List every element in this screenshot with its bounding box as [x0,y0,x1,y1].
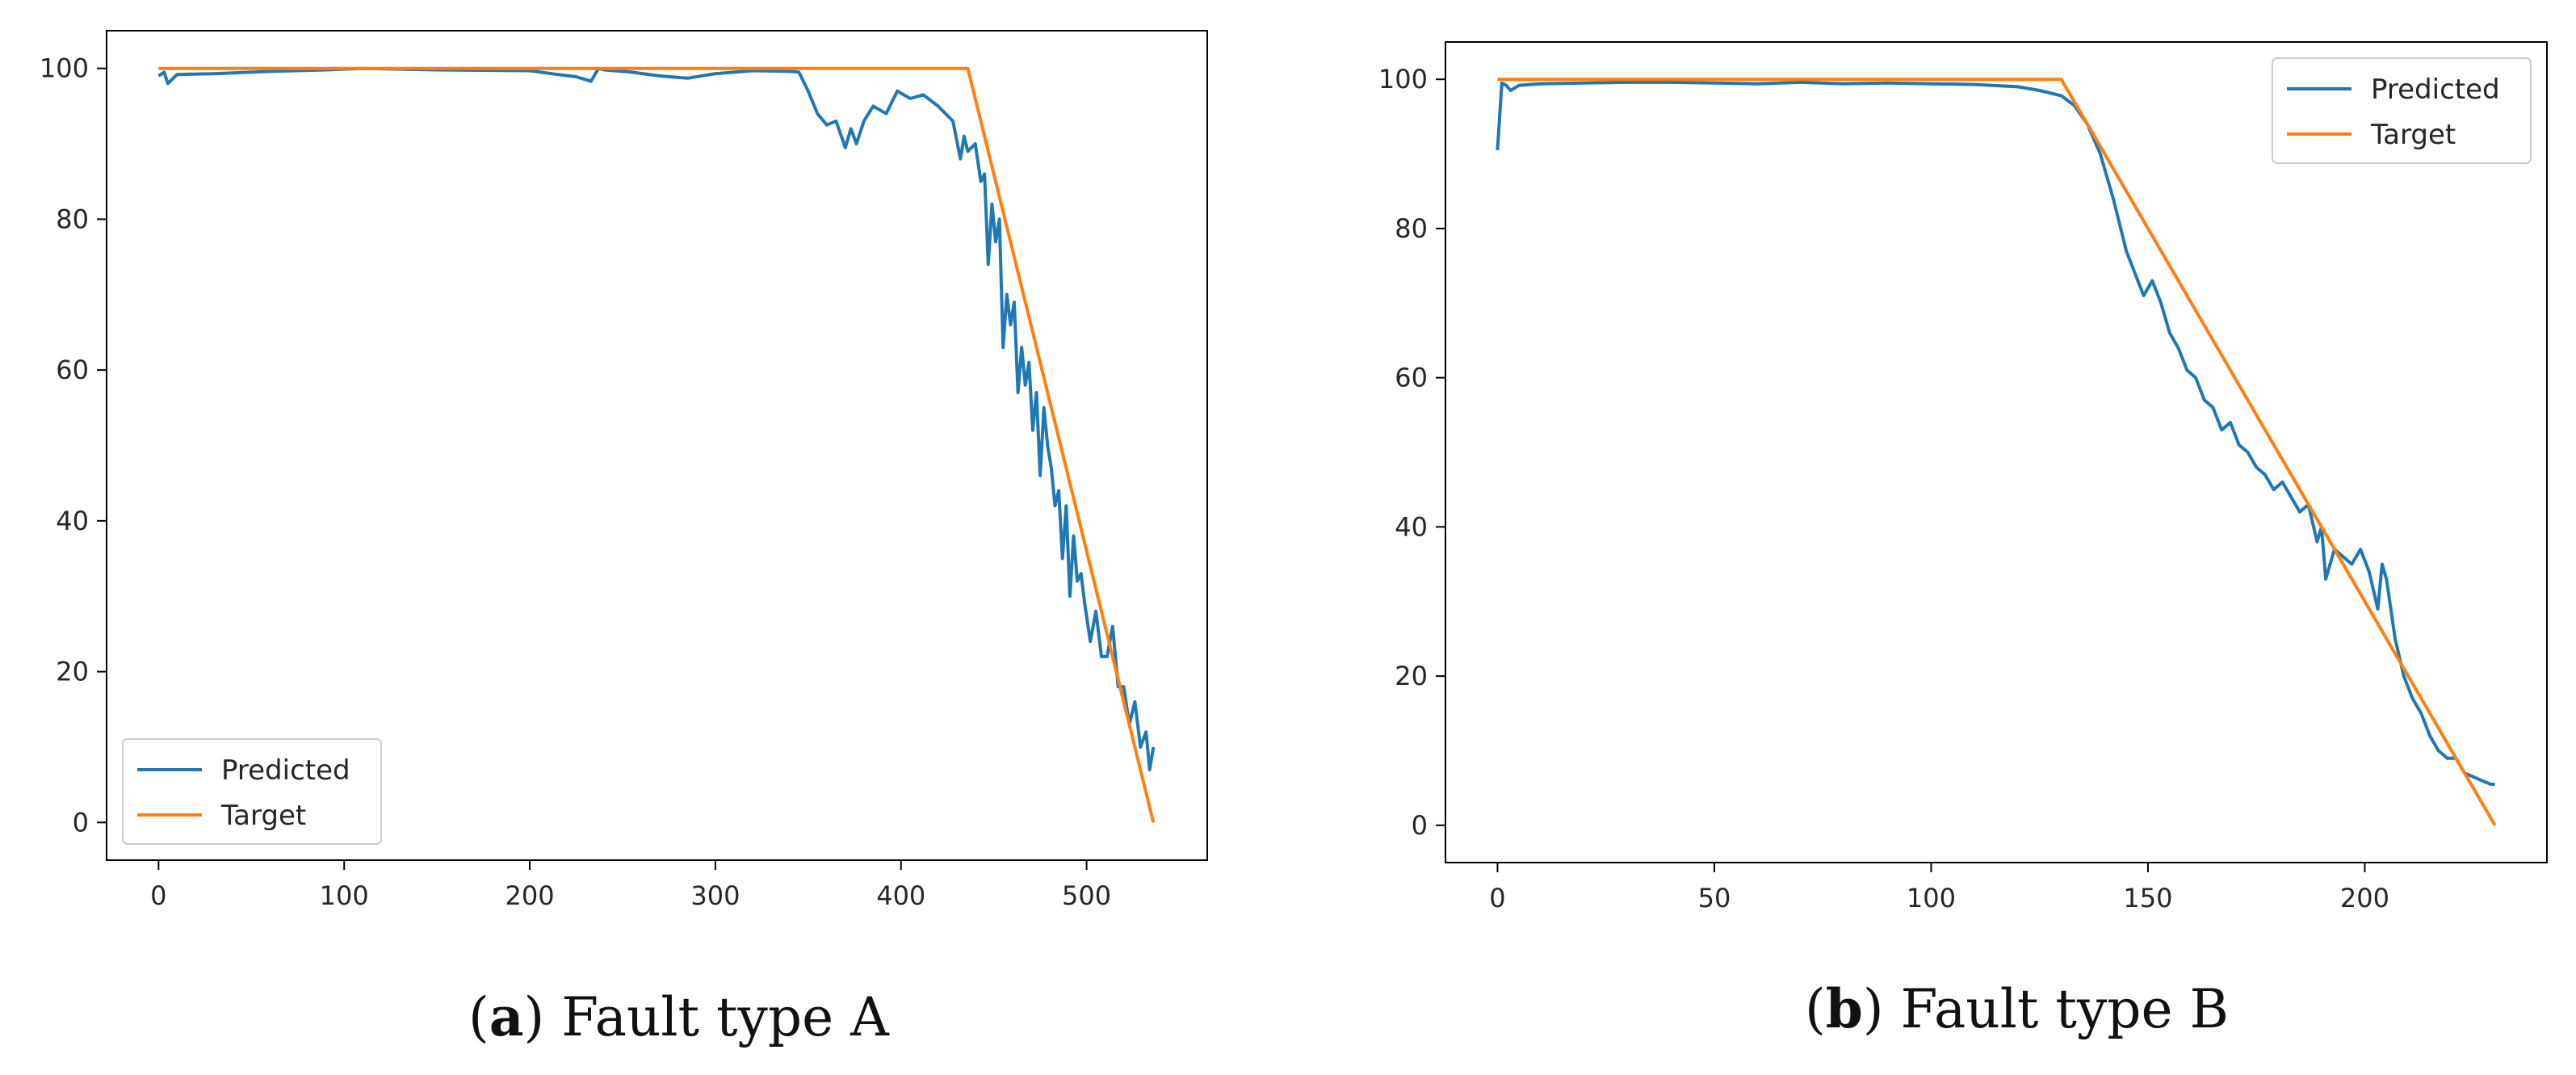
x-tick-label: 150 [2123,883,2172,913]
x-tick-label: 300 [690,880,740,911]
caption-label-b: b [1826,977,1863,1040]
y-tick-label: 60 [56,355,89,385]
x-tick-label: 100 [320,880,369,911]
y-tick-label: 20 [1395,661,1428,691]
legend-label-target: Target [2370,119,2456,151]
y-tick-label: 40 [56,506,89,536]
lines-b [1496,78,2497,826]
plot-frame-b [1445,41,2548,863]
ticks-a: 0 100 200 300 400 500 0 20 40 60 80 100 [40,53,1111,911]
y-tick-label: 100 [1378,64,1428,94]
y-tick-label: 0 [73,807,89,838]
y-tick-label: 100 [40,53,89,84]
panel-b: 0 50 100 150 200 0 20 40 60 80 100 Predicted Targe… [1378,41,2548,1040]
x-tick-label: 200 [506,880,555,911]
panel-a: 0 100 200 300 400 500 0 20 40 60 80 100 Predicted T… [40,30,1208,1048]
legend-label-target: Target [220,800,306,832]
legend-box-a [122,738,382,845]
y-tick-label: 0 [1412,810,1428,841]
plot-frame-a [106,30,1208,861]
x-tick-label: 500 [1062,880,1111,911]
caption-label-a: a [489,985,524,1048]
x-tick-label: 0 [1489,883,1505,913]
x-tick-label: 100 [1907,883,1956,913]
legend-label-predicted: Predicted [221,754,350,787]
caption-text-a: Fault type A [561,986,890,1048]
y-tick-label: 80 [56,204,89,234]
series-line-predicted [1496,80,2495,786]
y-tick-label: 80 [1395,213,1428,244]
series-line-target [158,66,1156,823]
caption-b: (b) Fault type B [1805,977,2229,1040]
series-line-predicted [157,66,1156,771]
caption-a: (a) Fault type A [468,985,890,1048]
x-tick-label: 50 [1698,883,1731,913]
caption-text-b: Fault type B [1901,978,2229,1040]
legend-label-predicted: Predicted [2371,73,2500,106]
y-tick-label: 40 [1395,511,1428,542]
legend-box-b [2272,57,2532,164]
x-tick-label: 200 [2340,883,2389,913]
y-tick-label: 60 [1395,363,1428,393]
ticks-b: 0 50 100 150 200 0 20 40 60 80 100 [1378,64,2389,913]
legend-a: Predicted Target [122,738,382,845]
lines-a [157,66,1156,823]
legend-b: Predicted Target [2272,57,2532,164]
x-tick-label: 0 [150,880,166,911]
y-tick-label: 20 [56,657,89,687]
series-line-target [1497,78,2497,826]
x-tick-label: 400 [876,880,925,911]
